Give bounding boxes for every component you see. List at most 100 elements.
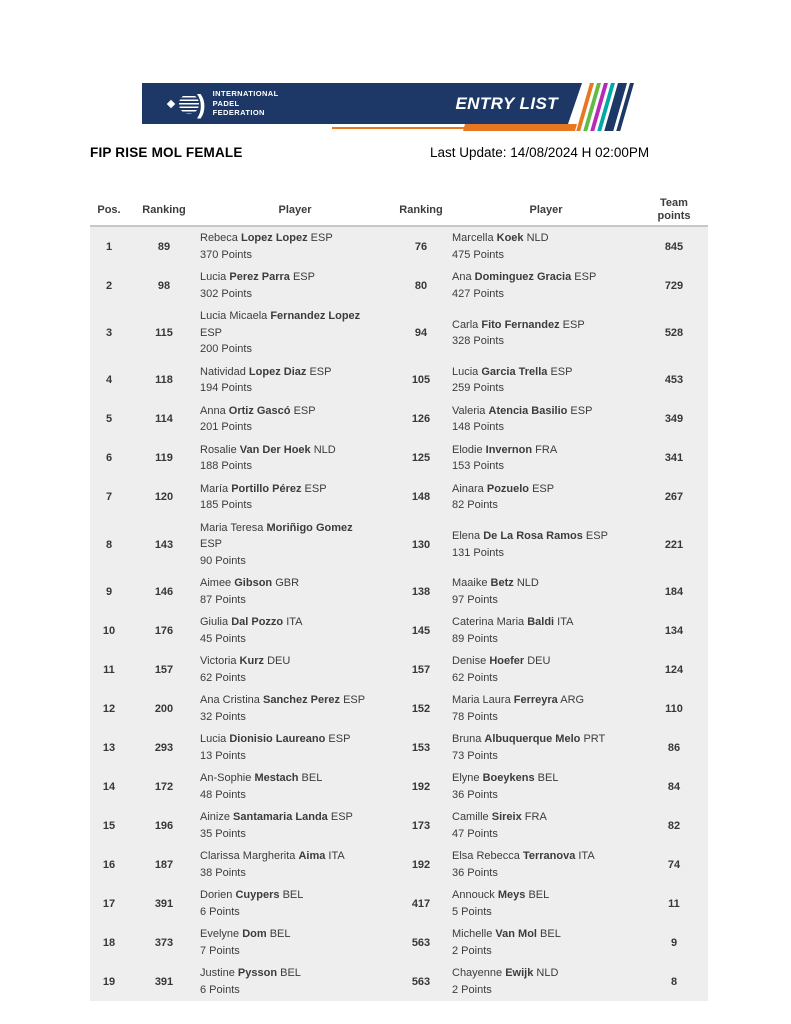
ranking-cell-2: 105 xyxy=(411,374,431,387)
last-update: Last Update: 14/08/2024 H 02:00PM xyxy=(430,145,650,160)
player-country: ITA xyxy=(578,850,595,863)
col-team-points: Team points xyxy=(657,197,691,223)
player-points: 7 Points xyxy=(200,944,240,957)
pos-cell: 10 xyxy=(102,624,116,637)
player-country: BEL xyxy=(540,928,561,941)
ranking-cell-2: 148 xyxy=(411,491,431,504)
team-points-cell: 349 xyxy=(664,413,684,426)
player-surname: Van Mol xyxy=(495,928,537,941)
pos-cell: 17 xyxy=(102,897,116,910)
ranking-cell-2: 80 xyxy=(414,279,428,292)
player-name: Chayenne Ewijk NLD xyxy=(452,965,630,982)
team-points-cell: 729 xyxy=(664,279,684,292)
player-surname: Baldi xyxy=(527,616,555,629)
orange-wedge xyxy=(462,124,578,131)
player-country: ESP xyxy=(343,694,366,707)
player-firstname: Maria Teresa xyxy=(200,521,264,534)
col-ranking-1: Ranking xyxy=(142,204,186,217)
pos-cell: 15 xyxy=(102,819,116,832)
player-country: ITA xyxy=(557,616,574,629)
col-player-1: Player xyxy=(278,204,312,217)
player-firstname: Justine xyxy=(200,967,235,980)
player-firstname: Denise xyxy=(452,655,487,668)
player-cell-1: Clarissa Margherita Aima ITA 38 Points xyxy=(200,845,390,884)
ranking-cell-2: 125 xyxy=(411,452,431,465)
player-firstname: Anna xyxy=(200,404,226,417)
player-name: Denise Hoefer DEU xyxy=(452,653,630,670)
player-surname: Portillo Pérez xyxy=(231,482,302,495)
player-points: 97 Points xyxy=(452,593,498,606)
table-row: 6 119 Rosalie Van Der Hoek NLD 188 Point… xyxy=(90,439,708,478)
ranking-cell-2: 173 xyxy=(411,819,431,832)
player-firstname: Chayenne xyxy=(452,967,503,980)
player-name: Camille Sireix FRA xyxy=(452,809,630,826)
player-cell-1: Rebeca Lopez Lopez ESP 370 Points xyxy=(200,227,390,266)
pos-cell: 19 xyxy=(102,975,116,988)
player-cell-1: Ana Cristina Sanchez Perez ESP 32 Points xyxy=(200,689,390,728)
table-row: 15 196 Ainize Santamaria Landa ESP 35 Po… xyxy=(90,806,708,845)
player-cell-1: Victoria Kurz DEU 62 Points xyxy=(200,650,390,689)
player-firstname: Victoria xyxy=(200,655,237,668)
player-surname: Dominguez Gracia xyxy=(474,271,572,284)
player-surname: Betz xyxy=(490,577,514,590)
player-surname: Mestach xyxy=(254,772,299,785)
player-name: Dorien Cuypers BEL xyxy=(200,887,376,904)
player-surname: Dal Pozzo xyxy=(231,616,284,629)
player-name: Giulia Dal Pozzo ITA xyxy=(200,614,376,631)
player-surname: Lopez Diaz xyxy=(248,365,307,378)
player-country: ESP xyxy=(200,538,223,551)
player-firstname: Aimee xyxy=(200,577,232,590)
player-cell-2: Annouck Meys BEL 5 Points xyxy=(452,884,640,923)
ranking-cell-2: 563 xyxy=(411,975,431,988)
player-country: ESP xyxy=(309,365,332,378)
team-points-cell: 124 xyxy=(664,663,684,676)
team-points-cell: 184 xyxy=(664,585,684,598)
orange-underline xyxy=(332,127,464,129)
player-name: Ana Dominguez Gracia ESP xyxy=(452,269,630,286)
player-points: 62 Points xyxy=(200,671,246,684)
player-name: Elyne Boeykens BEL xyxy=(452,770,630,787)
ipf-banner: ) INTERNATIONAL PADEL FEDERATION ENTRY L… xyxy=(142,83,634,138)
player-points: 185 Points xyxy=(200,499,252,512)
table-row: 4 118 Natividad Lopez Diaz ESP 194 Point… xyxy=(90,361,708,400)
player-country: BEL xyxy=(537,772,559,785)
player-surname: Van Der Hoek xyxy=(239,443,311,456)
player-points: 32 Points xyxy=(200,710,246,723)
player-name: Elodie Invernon FRA xyxy=(452,442,630,459)
player-cell-1: Ainize Santamaria Landa ESP 35 Points xyxy=(200,806,390,845)
player-country: GBR xyxy=(275,577,300,590)
player-cell-1: Evelyne Dom BEL 7 Points xyxy=(200,923,390,962)
player-points: 73 Points xyxy=(452,749,498,762)
player-name: Rebeca Lopez Lopez ESP xyxy=(200,230,376,247)
ranking-cell-2: 563 xyxy=(411,936,431,949)
player-cell-1: Lucia Perez Parra ESP 302 Points xyxy=(200,266,390,305)
table-row: 14 172 An-Sophie Mestach BEL 48 Points 1… xyxy=(90,767,708,806)
player-name: Lucia Garcia Trella ESP xyxy=(452,364,630,381)
player-cell-2: Maaike Betz NLD 97 Points xyxy=(452,572,640,611)
ranking-cell-2: 130 xyxy=(411,538,431,551)
player-country: ESP xyxy=(293,404,316,417)
pos-cell: 1 xyxy=(105,240,113,253)
table-header: Pos. Ranking Player Ranking Player Team … xyxy=(90,195,708,228)
ranking-cell-2: 157 xyxy=(411,663,431,676)
team-points-cell: 221 xyxy=(664,538,684,551)
ranking-cell-1: 293 xyxy=(154,741,174,754)
player-name: Annouck Meys BEL xyxy=(452,887,630,904)
table-row: 3 115 Lucia Micaela Fernandez Lopez ESP … xyxy=(90,305,708,361)
player-surname: Kurz xyxy=(239,655,264,668)
player-cell-2: Ainara Pozuelo ESP 82 Points xyxy=(452,478,640,517)
player-surname: Terranova xyxy=(522,850,576,863)
player-cell-1: Lucia Dionisio Laureano ESP 13 Points xyxy=(200,728,390,767)
player-surname: Atencia Basilio xyxy=(488,404,568,417)
player-country: ESP xyxy=(200,326,223,339)
player-name: Aimee Gibson GBR xyxy=(200,575,376,592)
player-points: 13 Points xyxy=(200,749,246,762)
ranking-cell-2: 152 xyxy=(411,702,431,715)
ranking-cell-1: 114 xyxy=(155,413,173,426)
ranking-cell-1: 157 xyxy=(154,663,174,676)
player-cell-1: Maria Teresa Moriñigo Gomez ESP 90 Point… xyxy=(200,517,390,573)
player-cell-1: An-Sophie Mestach BEL 48 Points xyxy=(200,767,390,806)
player-cell-2: Elodie Invernon FRA 153 Points xyxy=(452,439,640,478)
player-surname: Sireix xyxy=(491,811,522,824)
player-surname: Ferreyra xyxy=(513,694,558,707)
